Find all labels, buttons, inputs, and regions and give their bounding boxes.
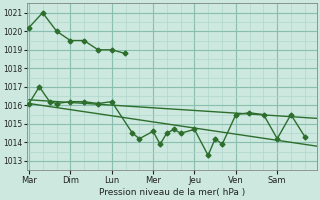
X-axis label: Pression niveau de la mer( hPa ): Pression niveau de la mer( hPa ): [99, 188, 245, 197]
